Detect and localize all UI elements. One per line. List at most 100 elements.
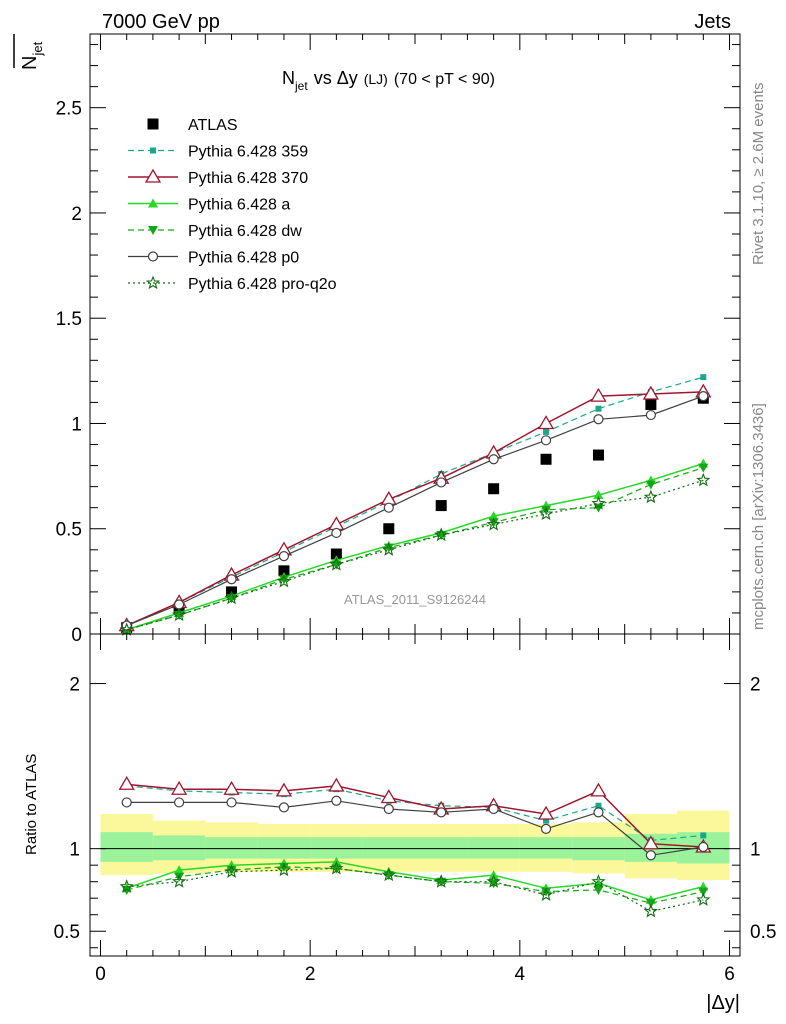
- data-point: [700, 374, 707, 381]
- band-green: [467, 837, 520, 859]
- ratio-point: [488, 803, 499, 815]
- title-lj: (LJ): [364, 71, 388, 87]
- data-point: [383, 523, 395, 535]
- data-point: [329, 557, 344, 571]
- ratio-point: [590, 782, 607, 797]
- header-left: 7000 GeV pp: [102, 11, 220, 33]
- data-point: [488, 511, 499, 521]
- band-green: [152, 835, 206, 861]
- data-point: [642, 385, 660, 400]
- legend-marker: [148, 226, 158, 235]
- data-point: [276, 573, 292, 588]
- ratio-point: [223, 780, 240, 795]
- title-range: (70 < pT < 90): [394, 71, 495, 88]
- data-point: [645, 480, 656, 490]
- legend-label: Pythia 6.428 pro-q2o: [188, 276, 337, 293]
- x-tick-label: 6: [724, 964, 735, 985]
- data-point: [543, 428, 550, 435]
- band-green: [100, 832, 153, 862]
- ratio-panel: 0.5 0.5 1 1 2 2: [54, 675, 776, 949]
- ratio-point: [226, 866, 237, 876]
- ratio-y-tick-label: 1: [750, 840, 761, 861]
- ratio-point: [698, 841, 709, 853]
- ratio-point: [593, 885, 604, 895]
- ratio-point: [700, 832, 707, 839]
- chart-title: Njet vs Δy (LJ) (70 < pT < 90): [282, 68, 495, 93]
- ratio-series-pq2o: [119, 860, 711, 918]
- ratio-point: [436, 807, 447, 818]
- data-point: [593, 414, 604, 425]
- data-point: [592, 449, 604, 461]
- ratio-y-tick-label: 0.5: [750, 922, 776, 943]
- mcplots-label: mcplots.cern.ch [arXiv:1306.3436]: [750, 403, 767, 630]
- ratio-series-p370: [118, 775, 712, 853]
- ratio-point: [538, 887, 554, 901]
- y-axis-label: Njet: [19, 41, 45, 70]
- y-tick-label: 2.5: [56, 99, 82, 120]
- ratio-frame: [89, 633, 741, 957]
- title-vs: vs Δy: [314, 68, 358, 88]
- ratio-point: [541, 887, 552, 897]
- legend-label: Pythia 6.428 370: [188, 170, 308, 187]
- data-point: [119, 622, 134, 636]
- ratio-point: [593, 878, 604, 888]
- y-tick-label: 2: [71, 204, 82, 225]
- svg-text:Njet: Njet: [19, 41, 45, 70]
- ratio-point: [174, 872, 185, 882]
- legend-label: ATLAS: [188, 117, 238, 134]
- data-point: [328, 516, 345, 531]
- legend-marker: [150, 147, 156, 154]
- legend-marker: [144, 168, 162, 183]
- ratio-point: [591, 874, 606, 888]
- ratio-y-tick-label: 2: [69, 675, 80, 696]
- ratio-point: [331, 795, 342, 806]
- ratio-point: [645, 850, 656, 861]
- data-point: [381, 542, 396, 556]
- data-point: [698, 391, 709, 402]
- data-point: [540, 435, 552, 446]
- data-point: [330, 548, 342, 560]
- ratio-point: [329, 860, 344, 875]
- data-point: [643, 489, 659, 504]
- series-pa: [121, 458, 709, 634]
- title-sub: jet: [294, 79, 308, 93]
- legend-label: Pythia 6.428 a: [188, 197, 290, 214]
- band-green: [257, 837, 311, 859]
- band-green: [415, 837, 468, 859]
- ratio-series-pp0: [121, 795, 709, 861]
- data-point: [698, 463, 709, 473]
- series-line: [126, 479, 704, 631]
- ratio-line: [126, 800, 704, 856]
- ratio-bands: [100, 810, 730, 881]
- data-point: [383, 502, 394, 513]
- title-n: N: [282, 68, 295, 88]
- ratio-point: [698, 887, 709, 897]
- legend-marker: [148, 198, 158, 208]
- ratio-point: [118, 775, 135, 790]
- data-point: [383, 543, 394, 553]
- series-line: [126, 395, 704, 627]
- legend-marker: [147, 118, 159, 130]
- data-point: [278, 575, 289, 585]
- ratio-y-tick-label: 1: [69, 840, 80, 861]
- ratio-point: [226, 797, 237, 808]
- header-right: Jets: [694, 11, 731, 33]
- legend-item: Pythia 6.428 a: [128, 197, 290, 214]
- ratio-point: [434, 874, 449, 888]
- data-point: [331, 527, 342, 539]
- y-tick-label: 0: [71, 625, 82, 646]
- ratio-point: [643, 903, 659, 918]
- x-tick-label: 4: [515, 964, 526, 985]
- ratio-point: [174, 797, 185, 808]
- series-p359: [123, 374, 707, 629]
- data-point: [434, 527, 449, 542]
- data-point: [645, 409, 656, 421]
- ratio-point: [381, 867, 396, 882]
- y-tick-label: 1.5: [56, 309, 82, 330]
- ratio-point: [383, 803, 394, 815]
- series-line: [126, 376, 704, 627]
- data-point: [488, 483, 500, 495]
- legend: ATLAS Pythia 6.428 359 Pythia 6.428 370 Pyt…: [128, 117, 337, 293]
